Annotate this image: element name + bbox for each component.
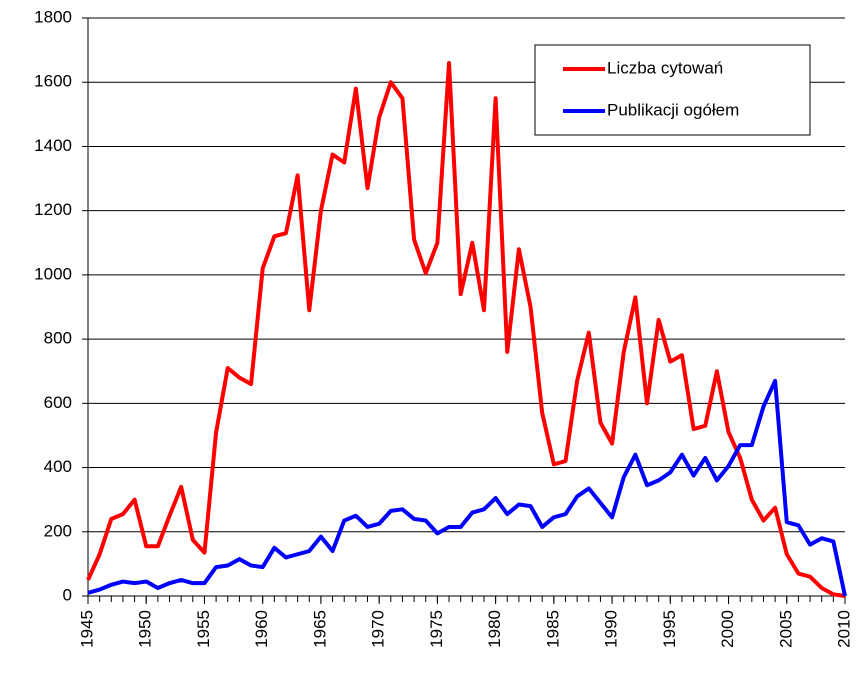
x-tick-label: 1980 xyxy=(485,610,504,648)
x-tick-label: 1990 xyxy=(602,610,621,648)
legend-label: Publikacji ogółem xyxy=(607,100,739,119)
y-tick-label: 1600 xyxy=(34,72,72,91)
y-tick-label: 200 xyxy=(44,521,72,540)
x-tick-label: 2000 xyxy=(718,610,737,648)
series-line xyxy=(86,60,846,598)
x-tick-label: 2005 xyxy=(776,610,795,648)
series-line xyxy=(87,378,847,597)
x-tick-label: 1955 xyxy=(194,610,213,648)
x-tick-label: 2010 xyxy=(834,610,853,648)
y-tick-label: 1800 xyxy=(34,7,72,26)
legend-box xyxy=(534,44,811,136)
x-tick-label: 1975 xyxy=(427,610,446,648)
legend-label: Liczba cytowań xyxy=(607,58,723,77)
y-tick-label: 1000 xyxy=(34,264,72,283)
x-tick-label: 1985 xyxy=(543,610,562,648)
x-tick-label: 1995 xyxy=(660,610,679,648)
y-tick-label: 600 xyxy=(44,393,72,412)
x-tick-label: 1970 xyxy=(369,610,388,648)
x-tick-label: 1950 xyxy=(136,610,155,648)
y-tick-label: 1400 xyxy=(34,136,72,155)
x-tick-label: 1960 xyxy=(252,610,271,648)
y-tick-label: 1200 xyxy=(34,200,72,219)
x-tick-label: 1965 xyxy=(310,610,329,648)
y-tick-label: 800 xyxy=(44,329,72,348)
x-tick-label: 1945 xyxy=(77,610,96,648)
y-tick-label: 0 xyxy=(63,585,72,604)
y-tick-label: 400 xyxy=(44,457,72,476)
